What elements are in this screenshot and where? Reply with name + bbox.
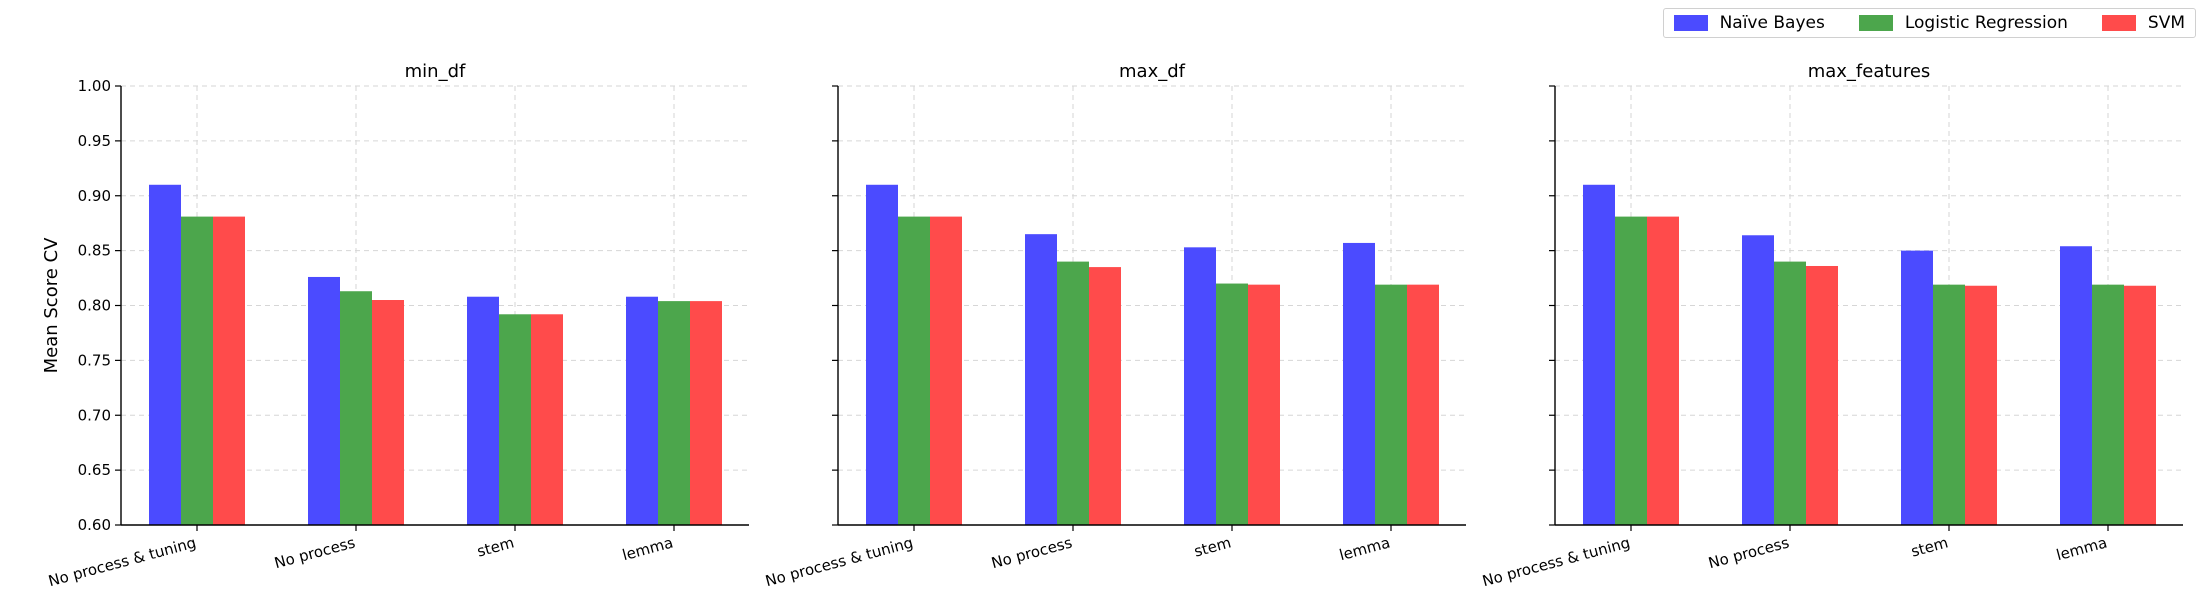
legend-item-naive-bayes: Naïve Bayes [1673, 13, 1825, 33]
y-tick-label: 0.80 [78, 297, 111, 315]
bar-max-features-logistic-regression-no-process-tuning [1615, 216, 1647, 526]
bar-min-df-na-ve-bayes-stem [467, 296, 499, 525]
legend-label-naive-bayes: Naïve Bayes [1719, 13, 1825, 33]
bar-max-features-logistic-regression-stem [1933, 284, 1965, 525]
bar-min-df-svm-lemma [690, 301, 722, 525]
panel-title-max-df: max_df [1119, 61, 1186, 82]
bar-max-df-logistic-regression-no-process-tuning [898, 216, 930, 526]
bar-max-features-na-ve-bayes-lemma [2060, 246, 2092, 526]
y-tick-label: 0.85 [78, 242, 111, 260]
legend-label-logistic-regression: Logistic Regression [1904, 13, 2068, 33]
panel-max-df: No process & tuning No process stem lemma ma… [763, 61, 1466, 590]
bar-max-features-svm-lemma [2124, 285, 2156, 525]
x-tick-label-lemma: lemma [2054, 533, 2109, 564]
panel-title-min-df: min_df [405, 61, 466, 82]
bar-min-df-logistic-regression-no-process [340, 291, 372, 525]
x-tick-label-no-process: No process [989, 533, 1074, 572]
x-tick-label-no-process-tuning: No process & tuning [46, 533, 198, 590]
bar-min-df-svm-no-process-tuning [213, 216, 245, 526]
y-tick-label: 0.90 [78, 187, 111, 205]
x-tick-label-lemma: lemma [1337, 533, 1392, 564]
x-tick-label-stem: stem [475, 533, 516, 560]
chart-legend: Naïve Bayes Logistic Regression SVM [1662, 8, 2196, 38]
bar-max-df-logistic-regression-stem [1216, 283, 1248, 525]
bar-min-df-na-ve-bayes-no-process-tuning [149, 184, 181, 525]
bar-max-df-svm-no-process [1089, 267, 1121, 525]
y-tick-label: 0.75 [78, 351, 111, 369]
bar-max-features-logistic-regression-no-process [1774, 261, 1806, 525]
legend-item-svm: SVM [2101, 13, 2185, 33]
legend-label-svm: SVM [2147, 13, 2185, 33]
legend-item-logistic-regression: Logistic Regression [1858, 13, 2068, 33]
y-tick-label: 0.95 [78, 132, 111, 150]
bar-min-df-na-ve-bayes-lemma [626, 296, 658, 525]
y-tick-label: 0.60 [78, 516, 111, 534]
bar-max-df-na-ve-bayes-lemma [1343, 242, 1375, 525]
bar-max-df-svm-no-process-tuning [930, 216, 962, 526]
bar-min-df-logistic-regression-no-process-tuning [181, 216, 213, 526]
legend-swatch-naive-bayes [1673, 15, 1708, 31]
bar-max-df-logistic-regression-lemma [1375, 284, 1407, 525]
x-tick-label-no-process-tuning: No process & tuning [1480, 533, 1632, 590]
bar-max-features-na-ve-bayes-no-process-tuning [1583, 184, 1615, 525]
y-tick-label: 0.65 [78, 461, 111, 479]
legend-swatch-svm [2101, 15, 2136, 31]
x-tick-label-stem: stem [1192, 533, 1233, 560]
bar-max-features-na-ve-bayes-stem [1901, 250, 1933, 525]
x-tick-label-stem: stem [1909, 533, 1950, 560]
x-tick-label-no-process-tuning: No process & tuning [763, 533, 915, 590]
bar-max-df-na-ve-bayes-no-process [1025, 234, 1057, 525]
bar-min-df-na-ve-bayes-no-process [308, 276, 340, 525]
y-axis-label: Mean Score CV [41, 237, 62, 373]
bar-max-features-na-ve-bayes-no-process [1742, 235, 1774, 525]
bar-min-df-svm-stem [531, 314, 563, 525]
bar-min-df-logistic-regression-lemma [658, 301, 690, 525]
bar-max-features-svm-no-process [1806, 265, 1838, 525]
bar-max-df-na-ve-bayes-stem [1184, 247, 1216, 525]
panel-min-df: 0.60 0.65 0.70 0.75 0.80 0.85 0.90 0.95 1.00 No p… [46, 61, 749, 590]
bar-max-df-svm-lemma [1407, 284, 1439, 525]
x-tick-label-no-process: No process [1706, 533, 1791, 572]
x-tick-label-no-process: No process [272, 533, 357, 572]
bar-max-df-na-ve-bayes-no-process-tuning [866, 184, 898, 525]
y-tick-label: 0.70 [78, 406, 111, 424]
bar-max-df-logistic-regression-no-process [1057, 261, 1089, 525]
bar-max-features-svm-stem [1965, 285, 1997, 525]
panel-max-features: No process & tuning No process stem lemma ma… [1480, 61, 2183, 590]
bar-max-features-svm-no-process-tuning [1647, 216, 1679, 526]
y-tick-label: 1.00 [78, 77, 111, 95]
legend-swatch-logistic-regression [1858, 15, 1893, 31]
bar-min-df-svm-no-process [372, 300, 404, 525]
panel-title-max-features: max_features [1808, 61, 1931, 82]
bar-min-df-logistic-regression-stem [499, 314, 531, 525]
bar-max-features-logistic-regression-lemma [2092, 284, 2124, 525]
bar-max-df-svm-stem [1248, 284, 1280, 525]
x-tick-label-lemma: lemma [620, 533, 675, 564]
